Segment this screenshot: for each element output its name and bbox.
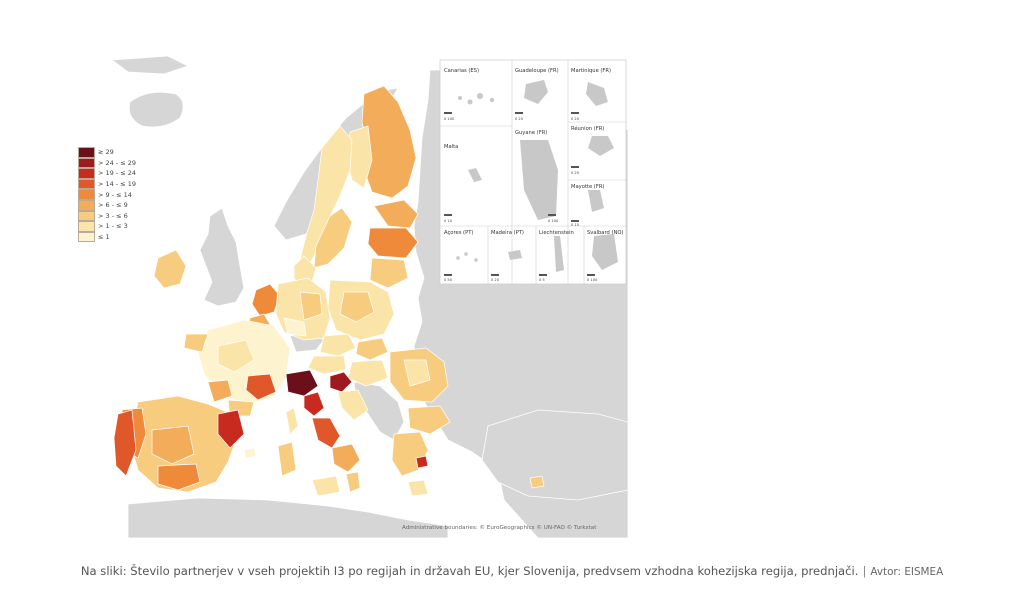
inset-scale-madeira: 0 20 [491,278,500,282]
map-figure: Canarias (ES) Guadeloupe (FR) Martinique… [68,30,630,538]
inset-label-svalbard: Svalbard (NO) [587,230,623,236]
legend-item: > 1 - ≤ 3 [78,221,148,232]
legend-swatch [78,231,95,243]
legend-swatch [78,221,95,232]
legend-item: > 6 - ≤ 9 [78,199,148,211]
inset-label-canarias: Canarias (ES) [444,68,479,74]
inset-scale-acores: 0 50 [444,278,453,282]
legend-item: > 19 - ≤ 24 [78,168,148,179]
legend-item: > 14 - ≤ 19 [78,178,148,190]
europe-map: Canarias (ES) Guadeloupe (FR) Martinique… [68,30,630,538]
inset-scale-svalbard: 0 100 [587,278,598,282]
inset-scale-reunion: 0 20 [571,171,580,175]
eu-regions [113,85,545,497]
legend-label: > 14 - ≤ 19 [98,180,137,189]
inset-scale-martinique: 0 20 [571,117,580,121]
legend-label: > 3 - ≤ 6 [98,211,128,220]
legend-swatch [78,189,95,200]
inset-panel: Canarias (ES) Guadeloupe (FR) Martinique… [439,59,627,285]
inset-scale-mayotte: 0 15 [571,223,579,227]
inset-scale-liechtenstein: 0 5 [539,278,545,282]
legend-swatch [78,168,95,179]
inset-label-guyane: Guyane (FR) [515,130,547,136]
inset-scale-guadeloupe: 0 25 [515,117,523,121]
legend-swatch [78,199,95,211]
inset-label-madeira: Madeira (PT) [491,230,524,236]
legend-label: > 6 - ≤ 9 [98,201,128,210]
inset-label-mayotte: Mayotte (FR) [571,184,604,190]
caption-text: Na sliki: Število partnerjev v vseh proj… [80,564,859,578]
caption-separator: | [862,564,867,578]
legend-swatch [78,157,95,169]
caption-credit: Avtor: EISMEA [870,566,944,578]
legend-label: > 24 - ≤ 29 [98,158,137,167]
legend-label: > 9 - ≤ 14 [98,190,132,199]
legend-swatch [78,210,95,222]
image-caption: Na sliki: Število partnerjev v vseh proj… [0,564,1024,578]
map-legend: ≥ 29 > 24 - ≤ 29 > 19 - ≤ 24 > 14 - ≤ 19 > 9… [78,147,148,243]
inset-label-martinique: Martinique (FR) [571,68,611,74]
inset-scale-malta: 0 10 [444,219,453,223]
inset-label-acores: Açores (PT) [444,230,473,236]
inset-label-liechtenstein: Liechtenstein [539,230,574,236]
inset-label-guadeloupe: Guadeloupe (FR) [515,68,559,74]
inset-scale-guyane: 0 100 [548,219,559,223]
legend-label: > 1 - ≤ 3 [98,222,128,231]
legend-swatch [78,147,95,158]
inset-label-malta: Malta [444,144,458,150]
legend-item: ≤ 1 [78,231,148,243]
legend-item: > 24 - ≤ 29 [78,157,148,169]
map-attribution: Administrative boundaries: © EuroGeograp… [402,525,597,531]
inset-scale-canarias: 0 100 [444,117,455,121]
legend-label: > 19 - ≤ 24 [98,169,137,178]
legend-item: > 9 - ≤ 14 [78,189,148,200]
legend-item: > 3 - ≤ 6 [78,210,148,222]
legend-swatch [78,178,95,190]
legend-item: ≥ 29 [78,147,148,158]
inset-label-reunion: Réunion (FR) [571,125,604,132]
legend-label: ≥ 29 [98,148,114,157]
legend-label: ≤ 1 [98,233,110,242]
